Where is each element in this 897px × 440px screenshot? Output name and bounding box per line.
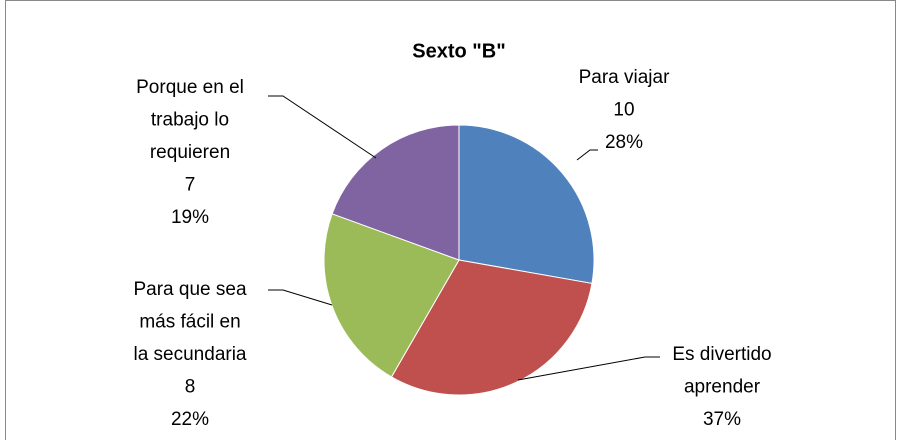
chart-title: Sexto "B" [412, 40, 505, 62]
percent-label: 22% [171, 409, 209, 430]
value-label: 8 [185, 377, 196, 398]
category-label: Para que sea [133, 279, 246, 300]
percent-label: 19% [171, 207, 209, 228]
pie-slice [390, 259, 593, 396]
leader-line [576, 149, 598, 161]
percent-label: 37% [703, 409, 741, 430]
leader-line [268, 289, 333, 306]
value-label: 7 [185, 175, 196, 196]
category-label: Porque en el [136, 77, 244, 98]
leader-line [268, 95, 377, 159]
pie-slice [323, 213, 460, 378]
category-label: trabajo lo [151, 110, 229, 131]
category-label: aprender [684, 377, 761, 398]
pie-slice [331, 124, 460, 261]
category-label: Para viajar [579, 67, 670, 88]
category-label: más fácil en [139, 312, 240, 333]
pie-slice [458, 124, 595, 285]
percent-label: 28% [605, 132, 643, 153]
category-label: la secundaria [133, 344, 246, 365]
value-label: 10 [613, 100, 634, 121]
category-label: Es divertido [672, 344, 771, 365]
leader-line [517, 356, 660, 381]
category-label: requieren [150, 142, 230, 163]
